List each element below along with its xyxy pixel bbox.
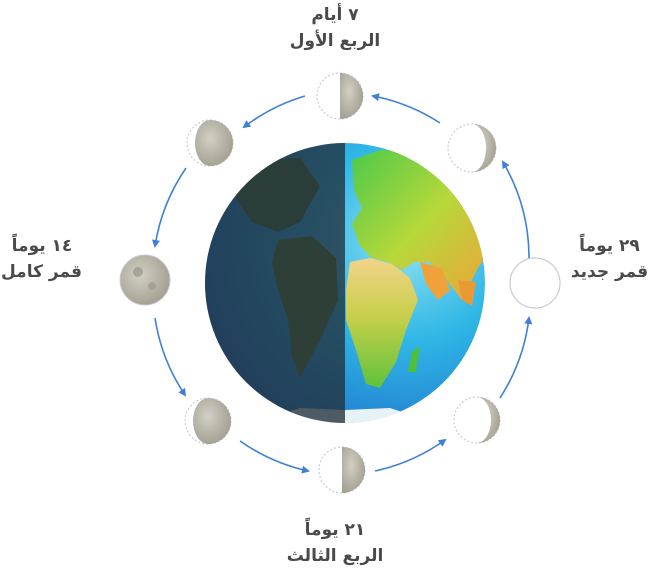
moon-waning-crescent-lower bbox=[453, 396, 501, 444]
moon-third-quarter bbox=[318, 446, 366, 494]
label-new-moon: ٢٩ يوماً قمر جديد bbox=[562, 233, 657, 285]
orbit-arrow bbox=[239, 440, 310, 474]
third-quarter-phase: الربع الثالث bbox=[286, 546, 384, 566]
label-full-moon: ١٤ يوماً قمر كامل bbox=[1, 233, 82, 285]
full-moon-days: ١٤ يوماً bbox=[11, 236, 73, 256]
orbit-arrow bbox=[151, 167, 187, 248]
earth-globe bbox=[205, 143, 485, 423]
orbit-arrow bbox=[371, 93, 441, 124]
first-quarter-days: ٧ أيام bbox=[311, 5, 359, 25]
label-third-quarter: ٢١ يوماً الربع الثالث bbox=[265, 517, 405, 569]
orbit-arrow bbox=[374, 438, 447, 472]
moon-gibbous-lower-left bbox=[184, 397, 232, 445]
moon-full bbox=[119, 254, 171, 306]
first-quarter-phase: الربع الأول bbox=[289, 31, 381, 51]
new-moon-days: ٢٩ يوماً bbox=[579, 236, 640, 256]
third-quarter-days: ٢١ يوماً bbox=[304, 520, 366, 540]
moon-waxing-crescent-upper bbox=[447, 123, 497, 173]
orbit-arrow bbox=[242, 95, 306, 129]
orbit-arrow bbox=[501, 160, 530, 259]
label-first-quarter: ٧ أيام الربع الأول bbox=[265, 2, 405, 54]
moon-gibbous-upper-left bbox=[186, 119, 234, 167]
orbit-arrow bbox=[499, 316, 533, 399]
orbit-arrows bbox=[151, 93, 533, 474]
moon-first-quarter bbox=[316, 72, 364, 120]
orbit-arrow bbox=[154, 317, 187, 397]
moon-new bbox=[509, 257, 561, 309]
new-moon-phase: قمر جديد bbox=[570, 262, 649, 282]
full-moon-phase: قمر كامل bbox=[1, 262, 82, 282]
